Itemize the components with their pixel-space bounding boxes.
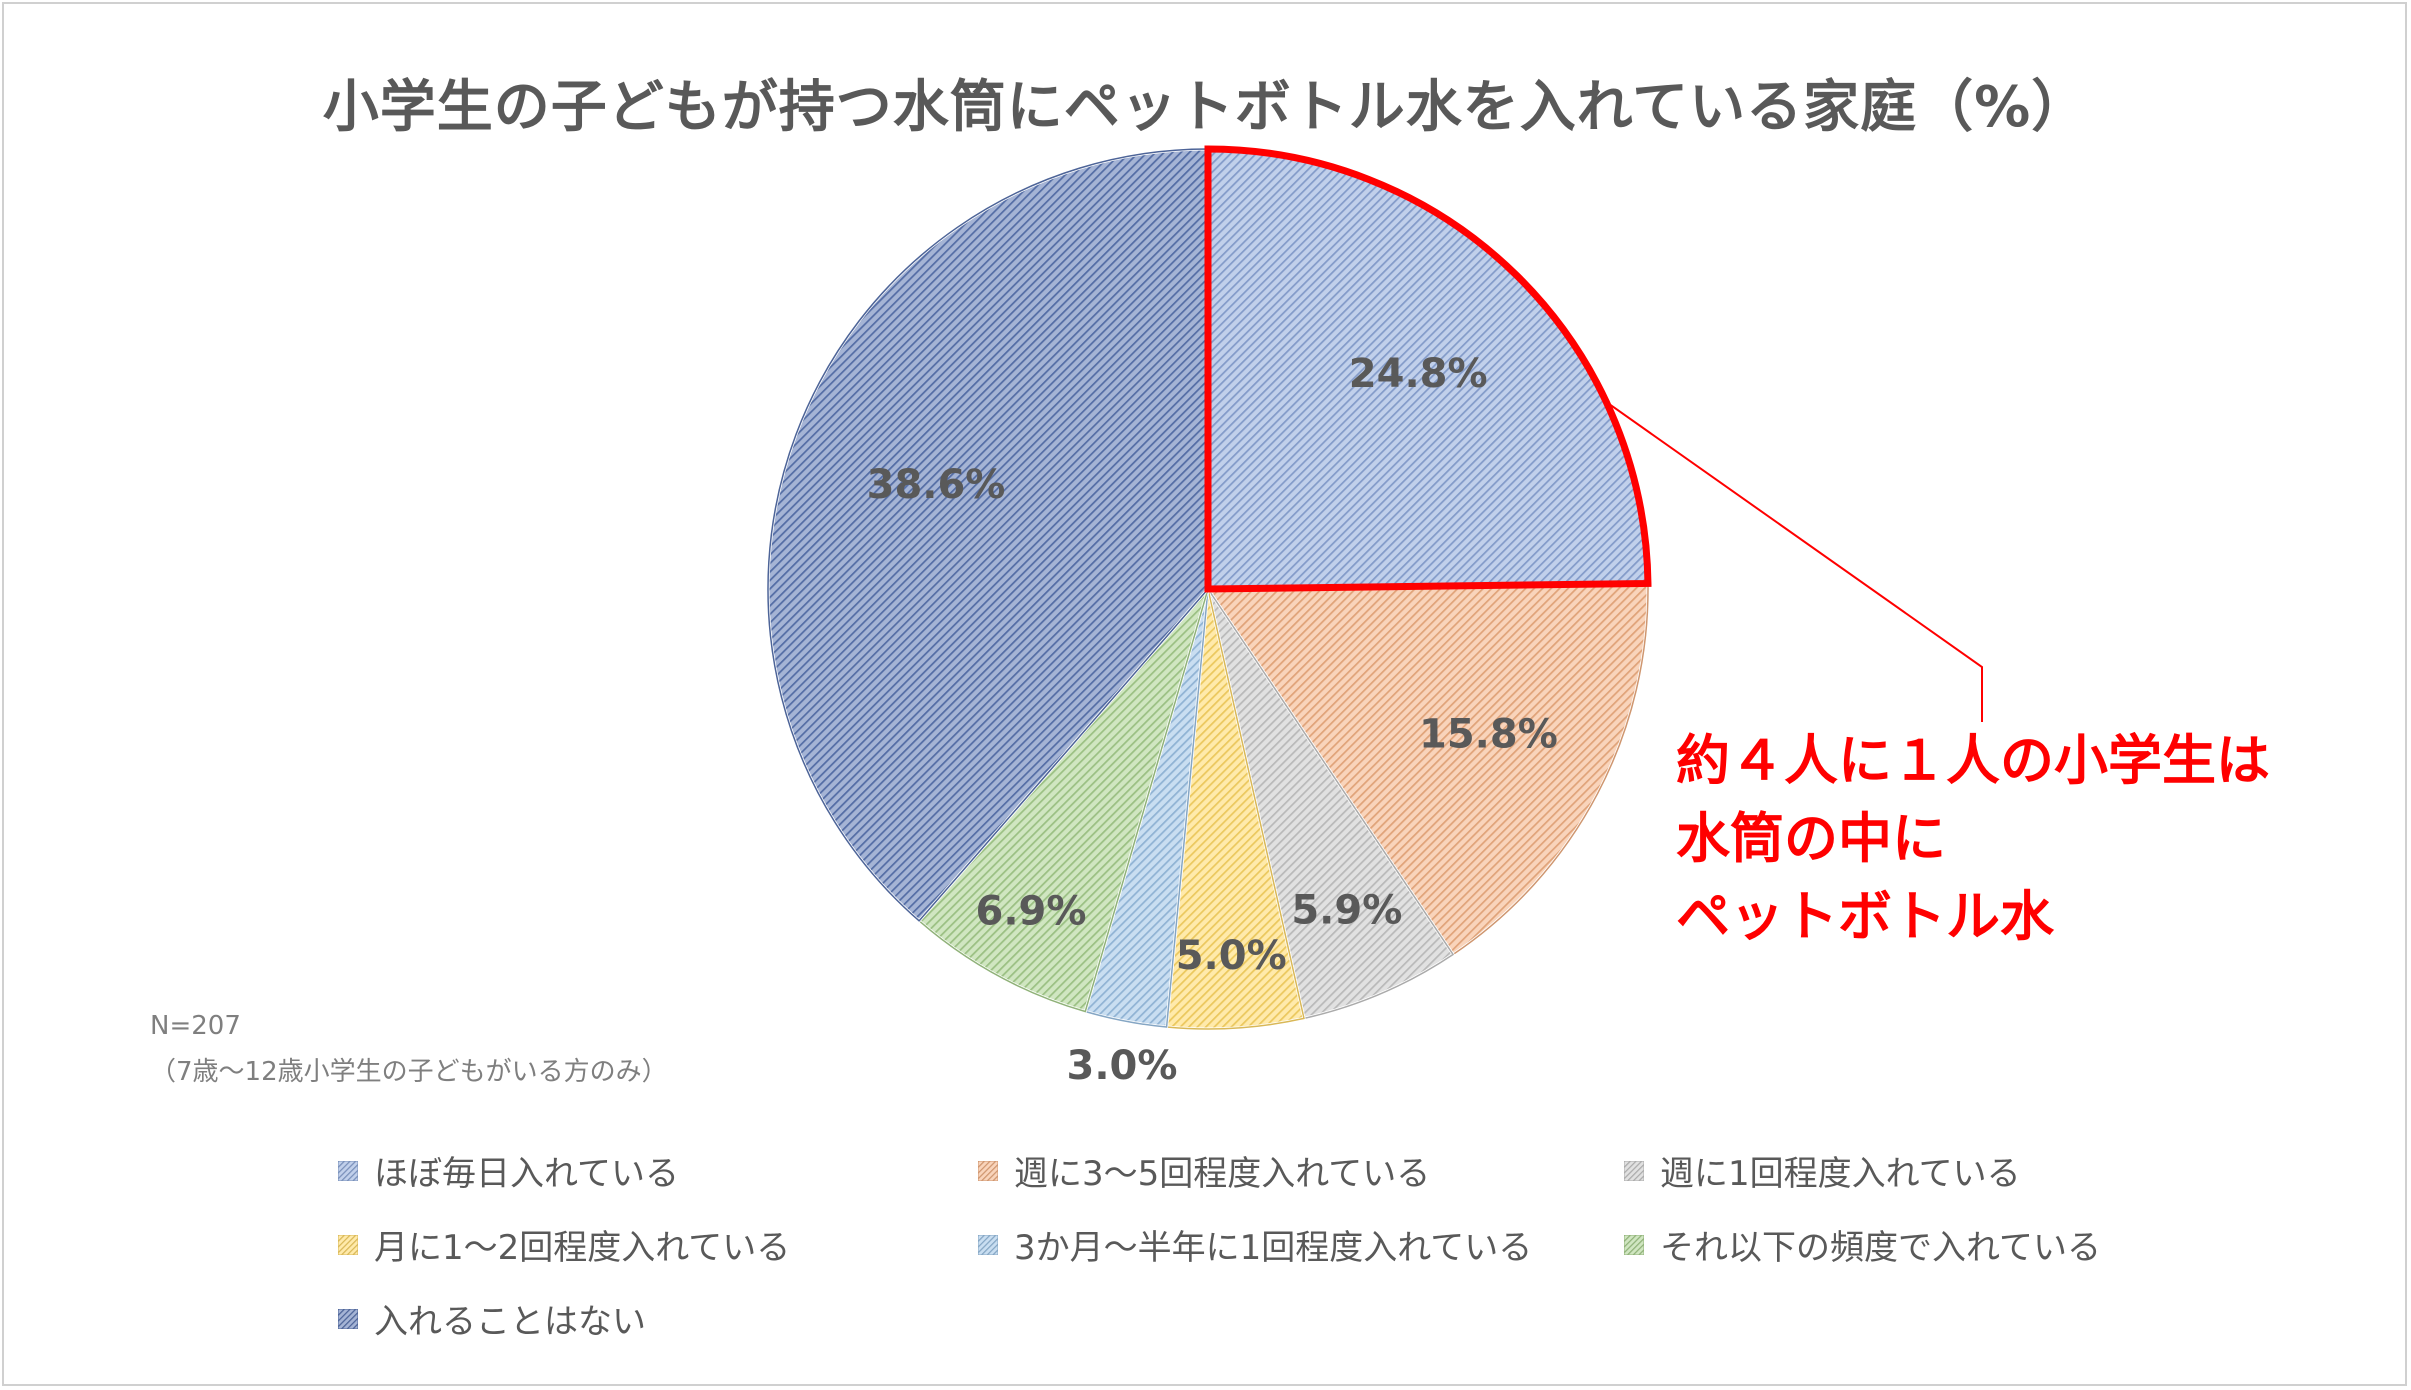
legend-item-4: 月に1～2回程度入れている <box>338 1220 790 1269</box>
pie-slices <box>766 147 1650 1031</box>
data-label-1: 24.8% <box>1349 351 1488 397</box>
data-label-4: 5.0% <box>1176 933 1287 979</box>
sample-note: N=207 （7歳～12歳小学生の子どもがいる方のみ） <box>150 1003 668 1095</box>
legend-label-6: それ以下の頻度で入れている <box>1660 1228 2101 1268</box>
data-label-7: 38.6% <box>867 462 1006 508</box>
sample-scope: （7歳～12歳小学生の子どもがいる方のみ） <box>150 1057 668 1087</box>
legend-item-2: 週に3～5回程度入れている <box>978 1146 1430 1195</box>
legend-swatch-4 <box>338 1234 358 1255</box>
highlight-layer <box>1204 145 1652 593</box>
callout-line-1: 約４人に１人の小学生は <box>1676 729 2270 792</box>
data-label-6: 6.9% <box>976 888 1087 934</box>
callout-leader-line <box>1605 401 1983 722</box>
legend-item-6: それ以下の頻度で入れている <box>1624 1220 2101 1269</box>
legend-label-2: 週に3～5回程度入れている <box>1014 1154 1431 1194</box>
highlight-outline <box>1204 145 1652 593</box>
legend-swatch-6 <box>1624 1234 1644 1255</box>
data-label-2: 15.8% <box>1419 711 1558 757</box>
leader-lines <box>1605 401 1983 722</box>
pie-slice-outline-6 <box>918 588 1209 1013</box>
legend-swatch-5 <box>978 1234 998 1255</box>
chart-title: 小学生の子どもが持つ水筒にペットボトル水を入れている家庭（%） <box>322 75 2089 140</box>
pie-slice-outline-7 <box>767 148 1209 922</box>
legend-item-5: 3か月～半年に1回程度入れている <box>978 1220 1532 1269</box>
sample-size: N=207 <box>150 1011 241 1041</box>
legend-label-4: 月に1～2回程度入れている <box>374 1228 791 1268</box>
legend-label-3: 週に1回程度入れている <box>1660 1154 2021 1194</box>
legend-label-7: 入れることはない <box>374 1302 646 1342</box>
data-labels: 24.8% 15.8% 5.9%5.0% 3.0% 6.9% 38.6% <box>867 351 1558 1089</box>
legend-label-5: 3か月～半年に1回程度入れている <box>1014 1228 1533 1268</box>
callout-line-2: 水筒の中に <box>1676 807 1946 870</box>
callout-line-3: ペットボトル水 <box>1676 885 2054 948</box>
legend-item-3: 週に1回程度入れている <box>1624 1146 2021 1195</box>
legend-item-1: ほぼ毎日入れている <box>338 1146 679 1195</box>
legend-item-7: 入れることはない <box>338 1294 646 1343</box>
pie-slice-outline-2 <box>1206 582 1649 956</box>
callout-text: 約４人に１人の小学生は 水筒の中に ペットボトル水 <box>1676 722 2270 956</box>
pie-slice-outline-3 <box>1207 588 1455 1020</box>
legend-swatch-1 <box>338 1160 358 1181</box>
legend-label-1: ほぼ毎日入れている <box>374 1154 679 1194</box>
data-label-3: 5.9% <box>1291 888 1402 934</box>
legend-swatch-7 <box>338 1308 358 1329</box>
legend-swatch-3 <box>1624 1160 1644 1181</box>
legend-swatch-2 <box>978 1160 998 1181</box>
data-label-5: 3.0% <box>1067 1043 1178 1089</box>
